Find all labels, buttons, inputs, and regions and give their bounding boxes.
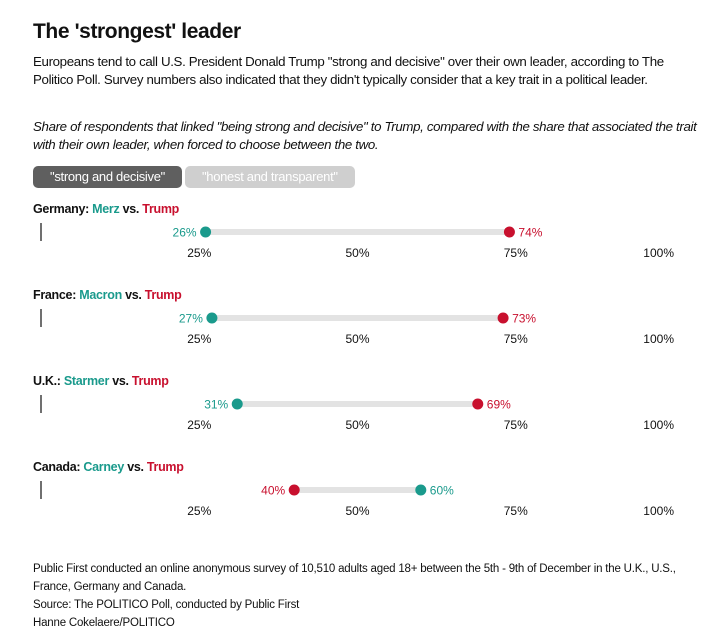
tab-honest-and-transparent[interactable]: "honest and transparent" [184, 166, 355, 188]
trump-value-label: 74% [518, 226, 542, 240]
footer: Public First conducted an online anonymo… [33, 560, 693, 632]
panel-title-country: U.K.: [33, 374, 61, 388]
panel-title-trump_label: Trump [146, 460, 184, 474]
x-tick-label: 100% [643, 246, 674, 260]
trump-dot [472, 398, 484, 410]
panel-title-vs: vs. [112, 374, 129, 388]
panel-title: France: Macron vs. Trump [33, 288, 182, 302]
leader-value-label: 26% [173, 226, 197, 240]
panel-title-leader: Starmer [63, 374, 110, 388]
panel-title-vs: vs. [122, 202, 140, 216]
panel-title-trump_label: Trump [142, 202, 179, 216]
x-tick-label: 50% [345, 332, 369, 346]
trait-tabs: "strong and decisive" "honest and transp… [33, 166, 355, 188]
panel-title-leader: Merz [92, 202, 120, 216]
panel-title-trump_label: Trump [144, 288, 182, 302]
x-tick-label: 75% [504, 418, 528, 432]
leader-dot [231, 398, 243, 410]
leader-value-label: 60% [430, 484, 454, 498]
leader-value-label: 31% [204, 398, 228, 412]
panel-title-leader: Carney [83, 460, 124, 474]
x-tick-label: 25% [187, 246, 211, 260]
chart-title: The 'strongest' leader [33, 20, 241, 43]
panel-title-country: France: [33, 288, 77, 302]
x-tick-label: 25% [187, 418, 211, 432]
x-tick-label: 75% [504, 504, 528, 518]
leader-dot [415, 484, 427, 496]
x-tick-label: 50% [345, 504, 369, 518]
x-tick-label: 100% [643, 504, 674, 518]
trump-dot [288, 484, 300, 496]
chart-description: Europeans tend to call U.S. President Do… [33, 54, 664, 87]
panel-title-vs: vs. [127, 460, 144, 474]
panel-title-country: Canada: [33, 460, 81, 474]
leader-value-label: 27% [179, 312, 203, 326]
x-tick-label: 100% [643, 332, 674, 346]
panel-title: U.K.: Starmer vs. Trump [33, 374, 169, 388]
panel-title-trump_label: Trump [131, 374, 169, 388]
x-tick-label: 75% [504, 246, 528, 260]
panel-title-vs: vs. [125, 288, 142, 302]
methodology-note: Public First conducted an online anonymo… [33, 563, 676, 593]
x-tick-label: 50% [345, 418, 369, 432]
trump-value-label: 40% [261, 484, 285, 498]
panel-title-country: Germany: [33, 202, 89, 216]
leader-dot [206, 312, 218, 324]
tab-strong-and-decisive[interactable]: "strong and decisive" [33, 166, 182, 188]
x-tick-label: 25% [187, 332, 211, 346]
x-tick-label: 25% [187, 504, 211, 518]
leader-dot [200, 226, 212, 238]
x-tick-label: 100% [643, 418, 674, 432]
source-note: Source: The POLITICO Poll, conducted by … [33, 599, 300, 611]
x-tick-label: 75% [504, 332, 528, 346]
trump-dot [497, 312, 509, 324]
trump-dot [503, 226, 515, 238]
panel-title: Germany: Merz vs. Trump [33, 202, 179, 216]
trump-value-label: 73% [512, 312, 536, 326]
panel-title: Canada: Carney vs. Trump [33, 460, 184, 474]
panel-title-leader: Macron [79, 288, 122, 302]
chart-subtitle: Share of respondents that linked "being … [33, 119, 697, 152]
credit-note: Hanne Cokelaere/POLITICO [33, 617, 175, 629]
trump-value-label: 69% [487, 398, 511, 412]
x-tick-label: 50% [345, 246, 369, 260]
